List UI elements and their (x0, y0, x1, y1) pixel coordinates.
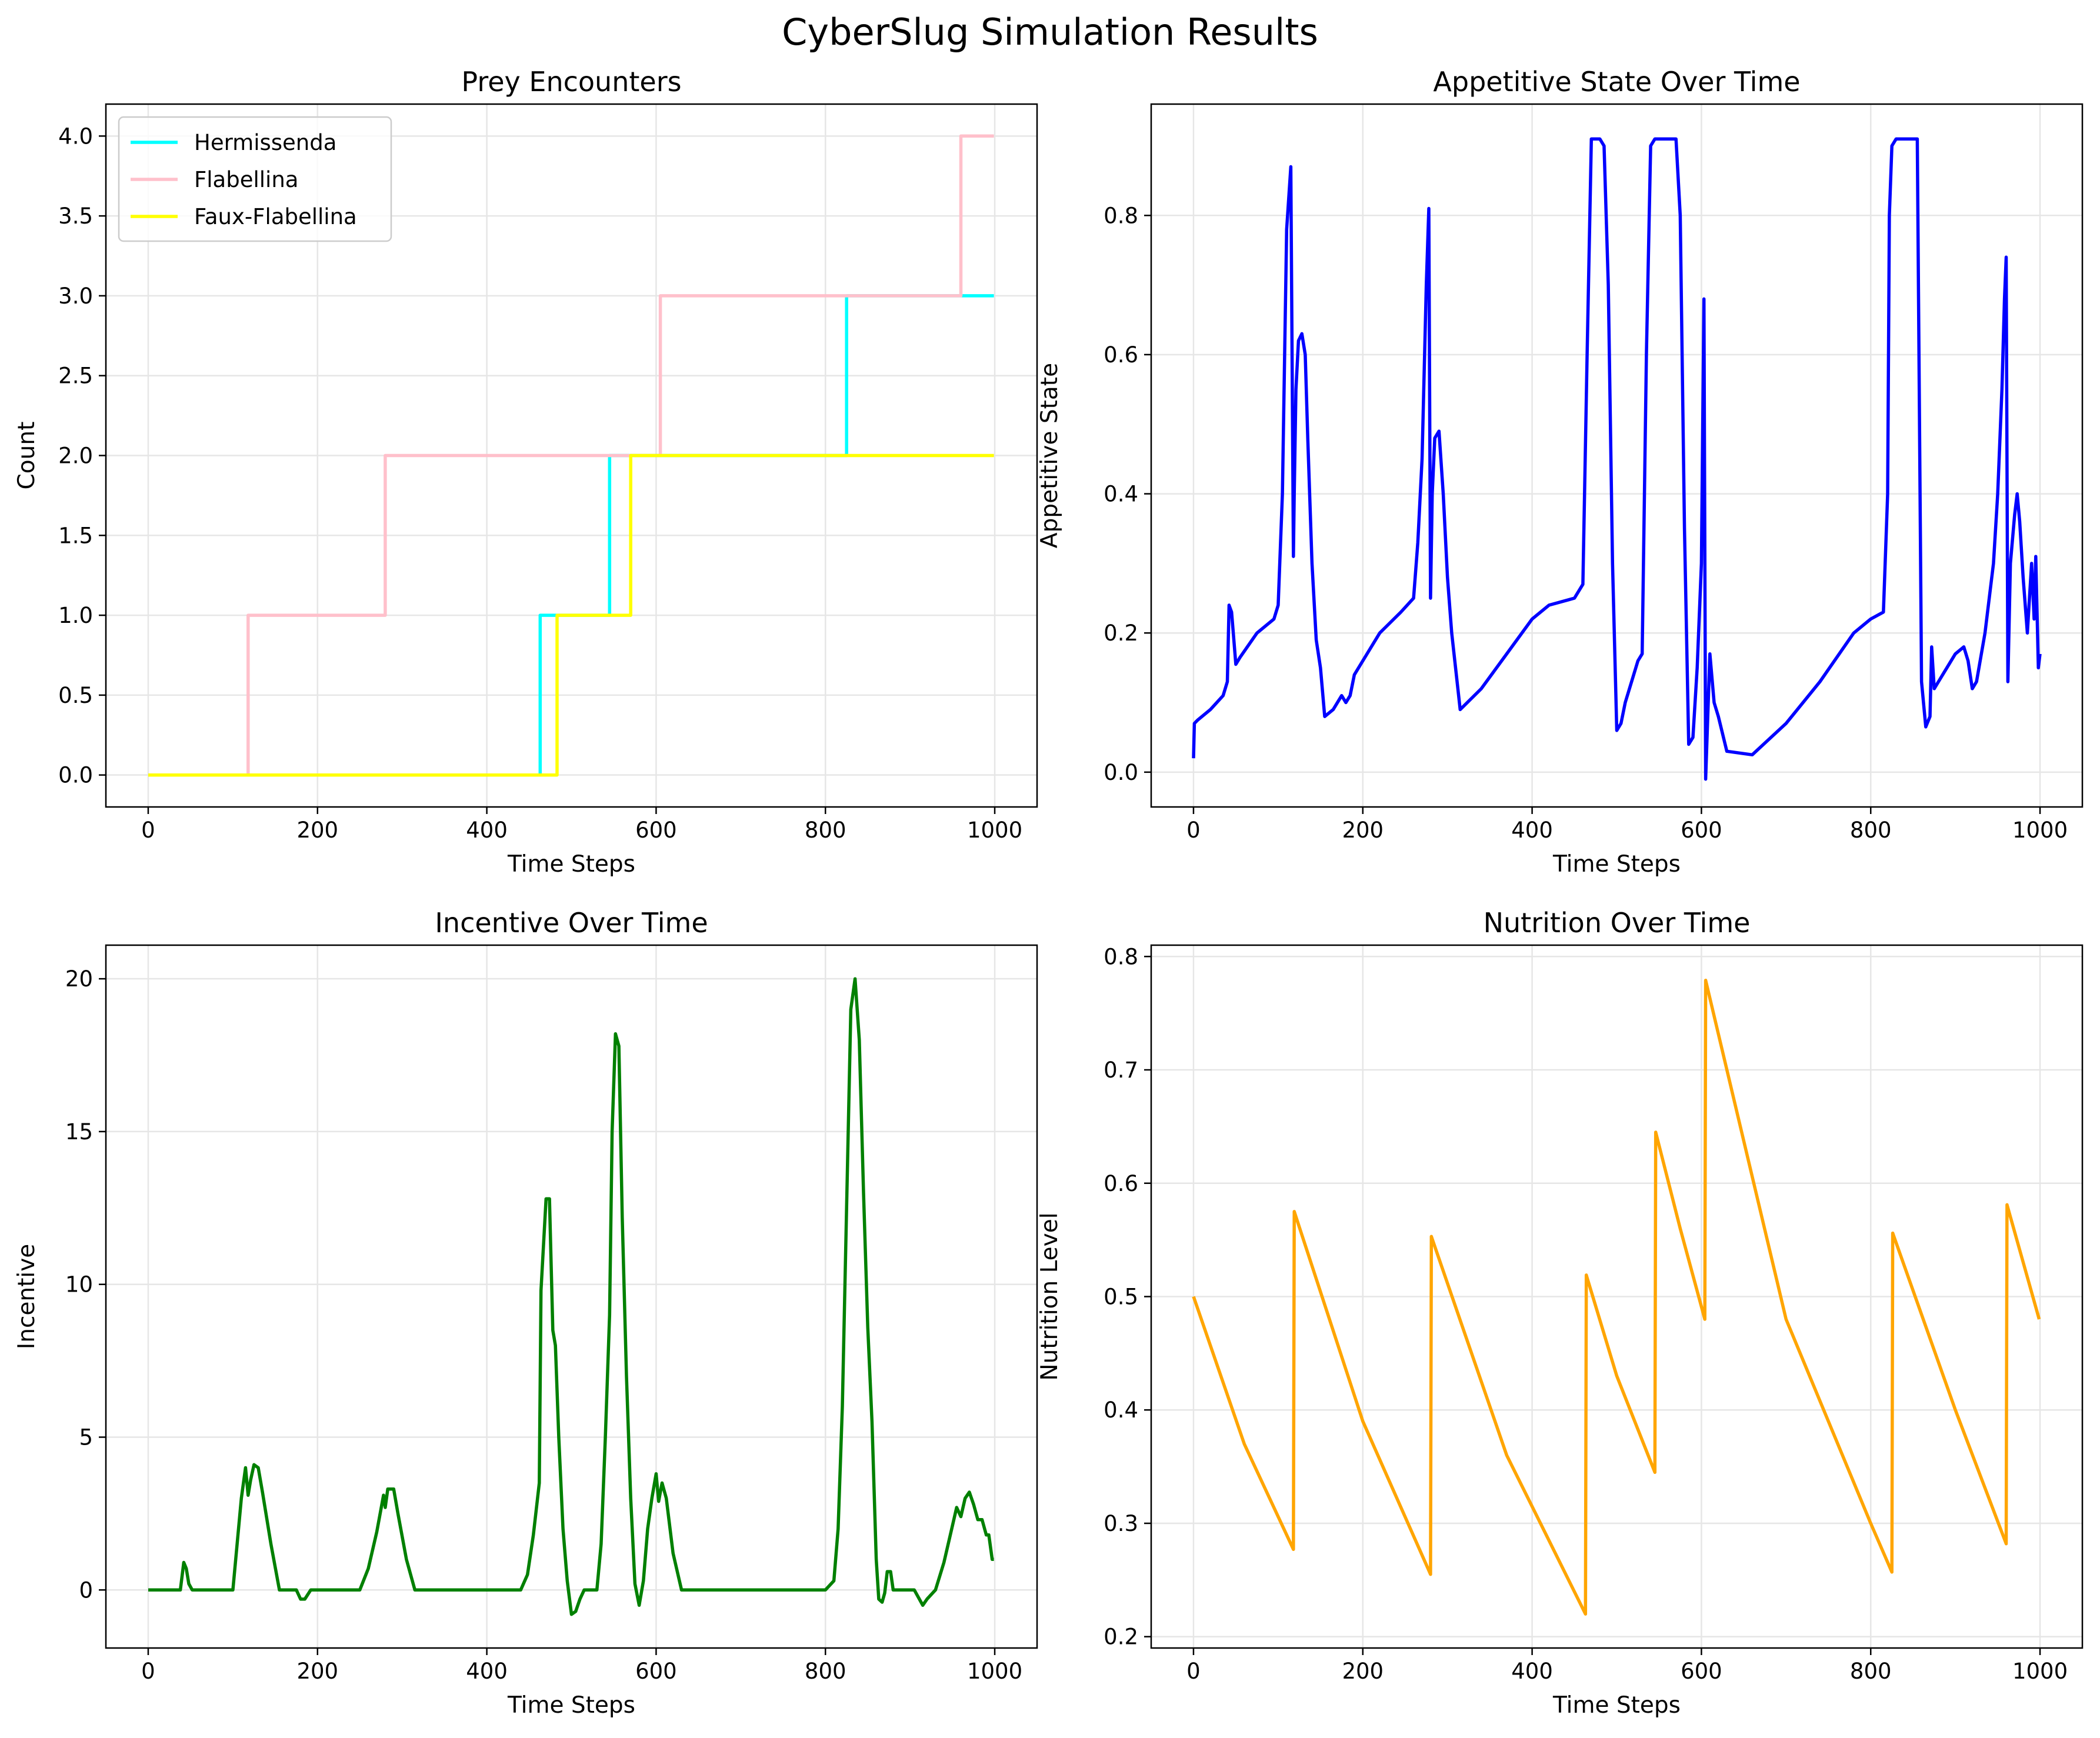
x-axis-label: Time Steps (507, 851, 635, 878)
x-tick-label: 400 (1511, 1659, 1553, 1684)
y-axis-label: Appetitive State (1036, 363, 1063, 548)
x-tick-label: 800 (1850, 818, 1892, 843)
y-tick-label: 2.0 (58, 443, 93, 469)
x-tick-label: 0 (141, 818, 155, 843)
axes-frame (105, 944, 1038, 1649)
y-tick-label: 0.8 (1104, 944, 1138, 969)
series-line-flabellina (148, 134, 994, 777)
x-tick-label: 0 (1186, 1659, 1201, 1684)
y-tick-label: 0.6 (1104, 342, 1138, 368)
subplot-title: Prey Encounters (461, 66, 681, 98)
y-tick-label: 0.3 (1104, 1511, 1138, 1536)
x-axis-label: Time Steps (1552, 851, 1681, 878)
y-axis-label: Incentive (14, 1244, 40, 1350)
y-tick-label: 3.5 (58, 204, 93, 229)
legend-box (118, 116, 392, 242)
y-tick-label: 0.7 (1104, 1058, 1138, 1083)
x-tick-label: 600 (1681, 1659, 1722, 1684)
x-tick-label: 200 (296, 818, 338, 843)
x-tick-label: 200 (296, 1659, 338, 1684)
y-tick-label: 0.2 (1104, 621, 1138, 646)
series-line-faux-flabellina (148, 453, 994, 777)
y-tick-label: 0.0 (58, 763, 93, 788)
x-axis-label: Time Steps (1552, 1692, 1681, 1719)
subplot-title: Appetitive State Over Time (1433, 66, 1800, 98)
subplot-4: 0 200 400 600 800 1000 0.2 0.3 0.4 0.5 0.6 0.7 0.8 Nu… (1036, 907, 2084, 1719)
y-tick-label: 0 (79, 1577, 93, 1603)
y-tick-label: 15 (65, 1119, 93, 1145)
subplot-title: Nutrition Over Time (1484, 907, 1751, 939)
y-tick-label: 3.0 (58, 283, 93, 309)
y-tick-label: 0.6 (1104, 1171, 1138, 1196)
subplot-2: 0 200 400 600 800 1000 0.0 0.2 0.4 0.6 0.8 Appetiti… (1036, 66, 2084, 878)
y-tick-label: 0.4 (1104, 482, 1138, 507)
legend-label: Faux-Flabellina (194, 204, 357, 229)
x-tick-label: 1000 (2012, 818, 2068, 843)
y-tick-label: 0.4 (1104, 1397, 1138, 1423)
y-tick-label: 0.0 (1104, 760, 1138, 785)
y-tick-label: 1.0 (58, 603, 93, 628)
x-tick-label: 0 (141, 1659, 155, 1684)
x-tick-label: 1000 (2012, 1659, 2068, 1684)
legend-label: Hermissenda (194, 130, 336, 155)
x-tick-label: 800 (1850, 1659, 1892, 1684)
x-tick-label: 400 (466, 818, 508, 843)
y-axis-label: Count (14, 422, 40, 490)
x-tick-label: 400 (1511, 818, 1553, 843)
x-tick-label: 200 (1342, 1659, 1384, 1684)
x-tick-label: 800 (805, 818, 846, 843)
series-line-1 (148, 977, 994, 1616)
x-tick-label: 400 (466, 1659, 508, 1684)
y-tick-label: 0.5 (1104, 1285, 1138, 1310)
x-tick-label: 600 (1681, 818, 1722, 843)
series-line-hermissenda (148, 294, 994, 777)
y-axis-label: Nutrition Level (1036, 1212, 1063, 1380)
x-tick-label: 600 (635, 1659, 677, 1684)
subplot-3: 0 200 400 600 800 1000 0 5 10 15 20 Incentive Over … (14, 907, 1038, 1719)
x-tick-label: 800 (805, 1659, 846, 1684)
y-tick-label: 0.2 (1104, 1624, 1138, 1650)
y-tick-label: 10 (65, 1272, 93, 1297)
legend: Hermissenda Flabellina Faux-Flabellina (118, 116, 392, 242)
x-tick-label: 1000 (967, 818, 1022, 843)
series-line-1 (1192, 137, 2042, 781)
y-tick-label: 0.8 (1104, 203, 1138, 228)
x-tick-label: 200 (1342, 818, 1384, 843)
figure-title: CyberSlug Simulation Results (782, 11, 1318, 54)
y-tick-label: 4.0 (58, 124, 93, 149)
y-tick-label: 0.5 (58, 683, 93, 708)
y-tick-label: 2.5 (58, 363, 93, 389)
legend-label: Flabellina (194, 167, 298, 192)
y-tick-label: 20 (65, 966, 93, 992)
x-tick-label: 0 (1186, 818, 1201, 843)
axes-frame (1150, 103, 2084, 808)
series-line-1 (1192, 979, 2041, 1616)
y-tick-label: 5 (79, 1425, 93, 1450)
subplot-1: 0 200 400 600 800 1000 0.0 0.5 1.0 1.5 2.0 2.5 3.0 3.… (14, 66, 1038, 878)
y-tick-label: 1.5 (58, 523, 93, 548)
subplot-title: Incentive Over Time (435, 907, 708, 939)
x-axis-label: Time Steps (507, 1692, 635, 1719)
x-tick-label: 600 (635, 818, 677, 843)
x-tick-label: 1000 (967, 1659, 1022, 1684)
subplot-grid: 0 200 400 600 800 10000.00.51.01.52.02.53.03.… (14, 66, 2084, 1719)
